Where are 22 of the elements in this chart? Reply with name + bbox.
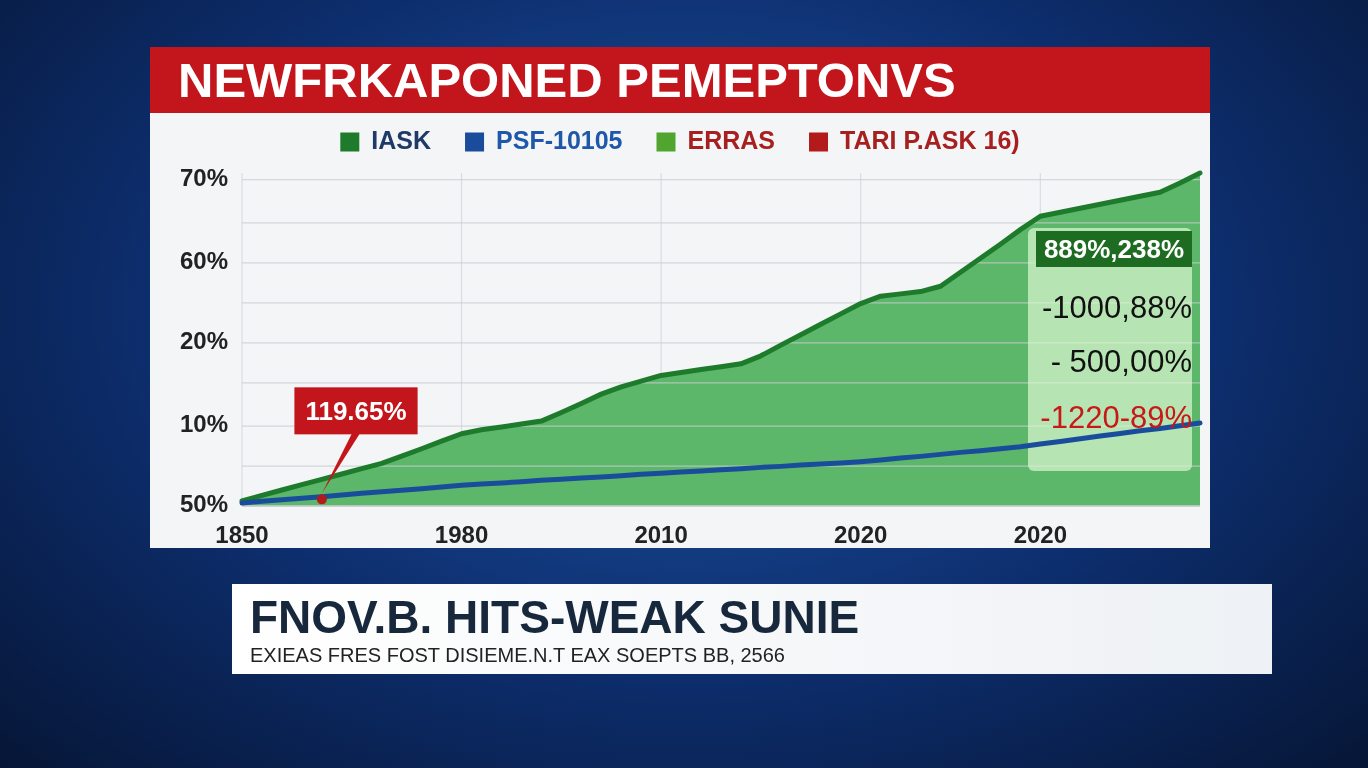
legend-label: IASK <box>371 125 432 154</box>
annotation: 889%,238% <box>1043 234 1185 264</box>
x-tick-label: 1850 <box>215 521 269 548</box>
annotation: -1220-89% <box>1040 400 1192 435</box>
x-tick-label: 1980 <box>434 521 489 548</box>
legend-label: ERRAS <box>687 125 776 154</box>
text: 70% <box>179 164 228 192</box>
annotation: - 500,00% <box>1050 344 1192 379</box>
text: 10% <box>179 410 228 438</box>
text: 20% <box>179 327 228 355</box>
x-tick-label: 2020 <box>834 521 888 548</box>
annotation: -1000,88% <box>1042 290 1192 325</box>
text: EXIEAS FRES FOST DISIEME.N.T EAX SOEPTS BB, 2566 <box>250 644 785 666</box>
legend-label: TARI P.ASK 16) <box>840 125 1020 154</box>
x-tick-label: 2020 <box>1013 521 1068 548</box>
legend-label: PSF-10105 <box>496 125 623 154</box>
annotation: 119.65% <box>305 396 407 427</box>
chart-title: NEWFRKAPONED PEMEPTONVS <box>178 53 956 107</box>
text: 50% <box>179 490 228 518</box>
x-tick-label: 2010 <box>634 521 688 548</box>
text: 60% <box>179 247 228 275</box>
text: FNOV.B. HITS-WEAK SUNIE <box>250 591 860 643</box>
